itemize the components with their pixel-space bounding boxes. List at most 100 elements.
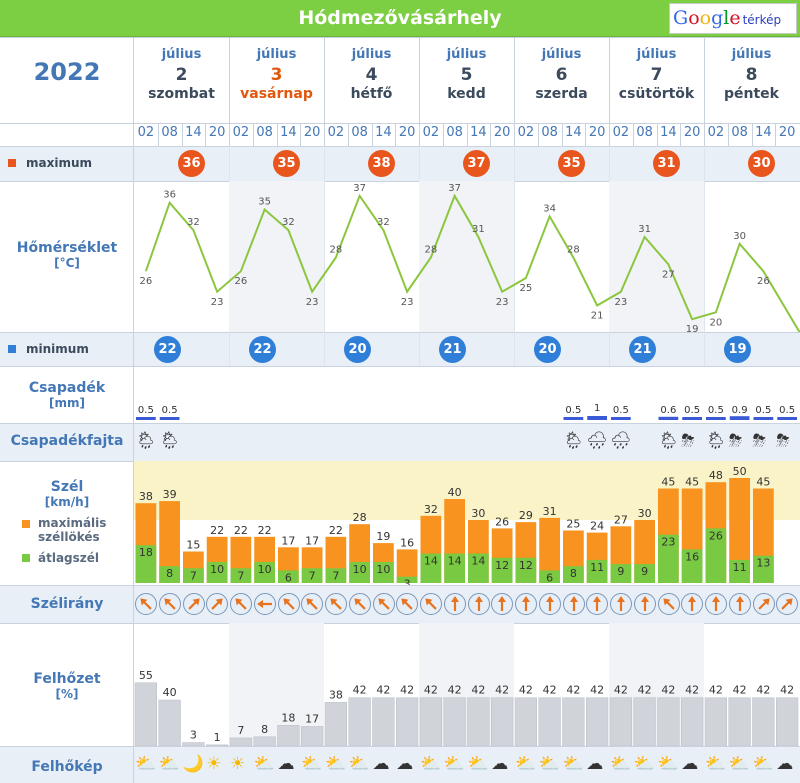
avg-wind-value: 11	[590, 561, 604, 574]
arrow-group	[187, 598, 200, 610]
hour-label: 20	[588, 125, 606, 140]
arrow-group	[662, 598, 675, 610]
arrow-glyph	[757, 598, 770, 610]
moon-cloud-icon: ☁	[277, 754, 295, 774]
avg-wind-value: 14	[448, 555, 462, 568]
arrow-glyph	[617, 596, 625, 611]
day-divider	[514, 146, 515, 366]
avg-wind-bar	[349, 562, 370, 583]
maximum-legend-swatch	[8, 159, 16, 167]
arrow-group	[450, 596, 459, 611]
hour-label: 14	[755, 125, 772, 140]
temperature-label: Hőmérséklet [°C]	[0, 240, 134, 270]
avg-wind-bar	[325, 568, 347, 583]
arrow-group	[235, 598, 247, 610]
row-divider	[0, 37, 800, 38]
avg-wind-value: 23	[661, 536, 675, 549]
max-row-band	[0, 146, 800, 181]
avg-wind-bar	[515, 557, 537, 583]
google-logo-letter: o	[699, 7, 712, 29]
rain-shower-icon: 🌦	[657, 431, 680, 451]
minimum-label: minimum	[8, 342, 89, 356]
arrow-group	[640, 596, 649, 611]
maximum-label: maximum	[8, 156, 92, 170]
temperature-value: 34	[543, 203, 556, 214]
precip-value: 0.5	[684, 405, 700, 416]
arrow-group	[545, 596, 554, 611]
minimum-legend-swatch	[8, 345, 16, 353]
day-shade	[229, 623, 324, 746]
temperature-value: 21	[591, 310, 604, 321]
wind-chart: 3818398157221022722101761772272810191016…	[134, 461, 800, 585]
hour-label: 14	[185, 125, 202, 140]
precip-value: 1	[594, 403, 600, 414]
cloud-value: 1	[214, 731, 221, 744]
temperature-value: 37	[448, 183, 461, 194]
row-divider	[0, 423, 800, 424]
avg-wind-value: 12	[495, 559, 509, 572]
gust-value: 26	[495, 515, 509, 528]
arrow-group	[688, 596, 697, 611]
cloud-value: 42	[756, 684, 770, 697]
precip-value: 0.5	[613, 405, 629, 416]
gust-value: 24	[590, 520, 604, 533]
google-logo-letter: e	[729, 7, 741, 29]
wind-label-text: Szél	[50, 479, 84, 495]
temperature-value: 31	[638, 224, 651, 235]
cloud-value: 40	[163, 686, 177, 699]
wind-arrow-icon	[277, 593, 300, 615]
temperature-value: 28	[567, 245, 580, 256]
avg-wind-bar	[729, 559, 750, 583]
day-month: július	[731, 47, 772, 62]
partly-cloudy-icon: ⛅	[752, 754, 774, 774]
day-number: 8	[745, 65, 758, 85]
gust-value: 22	[234, 524, 248, 537]
max-temp-badge: 35	[558, 150, 585, 177]
hour-divider	[466, 123, 468, 146]
avg-wind-value: 14	[471, 555, 485, 568]
wind-arrow-icon	[158, 593, 181, 615]
cloud-value: 42	[543, 684, 557, 697]
temperature-value: 23	[401, 297, 414, 308]
hour-divider	[371, 123, 373, 146]
day-month: július	[256, 47, 297, 62]
cloud-value: 42	[353, 684, 367, 697]
row-divider	[0, 146, 800, 147]
cloud-label-text: Felhőzet	[33, 671, 101, 687]
arrow-glyph	[354, 598, 366, 610]
arrow-glyph	[401, 598, 413, 610]
min-temp-badge: 20	[534, 336, 561, 363]
arrow-head	[306, 598, 314, 606]
arrow-group	[164, 598, 176, 610]
partly-cloudy-icon: ⛅	[610, 754, 632, 774]
hour-label: 14	[660, 125, 677, 140]
arrow-glyph	[593, 596, 602, 611]
cloud-value: 42	[495, 684, 509, 697]
precip-bar	[706, 417, 726, 420]
cloud-bar	[633, 697, 656, 746]
precip-value: 0.5	[755, 405, 771, 416]
google-map-link[interactable]: Google térkép	[669, 3, 797, 34]
precip-chart: 0.5 0.5 0.5 1 0.5 0.6 0.5 0.5 0.9 0.5 0.5	[136, 403, 797, 420]
min-row-band	[0, 332, 800, 366]
avg-wind-bar	[159, 566, 180, 583]
hour-label: 20	[208, 125, 226, 140]
day-number: 2	[175, 65, 188, 85]
arrow-head	[498, 596, 507, 602]
moon-cloud-icon: ☁	[396, 754, 414, 774]
arrow-group	[354, 598, 366, 610]
arrow-group	[617, 596, 625, 611]
partly-cloudy-icon: ⛅	[562, 754, 584, 774]
cloud-value: 42	[709, 684, 723, 697]
hour-divider	[324, 123, 325, 146]
avg-wind-bar	[468, 553, 489, 583]
gust-value: 40	[448, 486, 462, 499]
cloud-label: Felhőzet [%]	[0, 671, 134, 701]
row-divider	[0, 123, 800, 124]
hour-divider	[229, 123, 230, 146]
precip-value: 0.6	[660, 405, 676, 416]
cloud-bar	[396, 697, 419, 746]
rain-shower-icon: 🌦	[135, 431, 157, 451]
sun-icon: ☀	[206, 754, 222, 774]
temperature-value: 28	[330, 245, 343, 256]
